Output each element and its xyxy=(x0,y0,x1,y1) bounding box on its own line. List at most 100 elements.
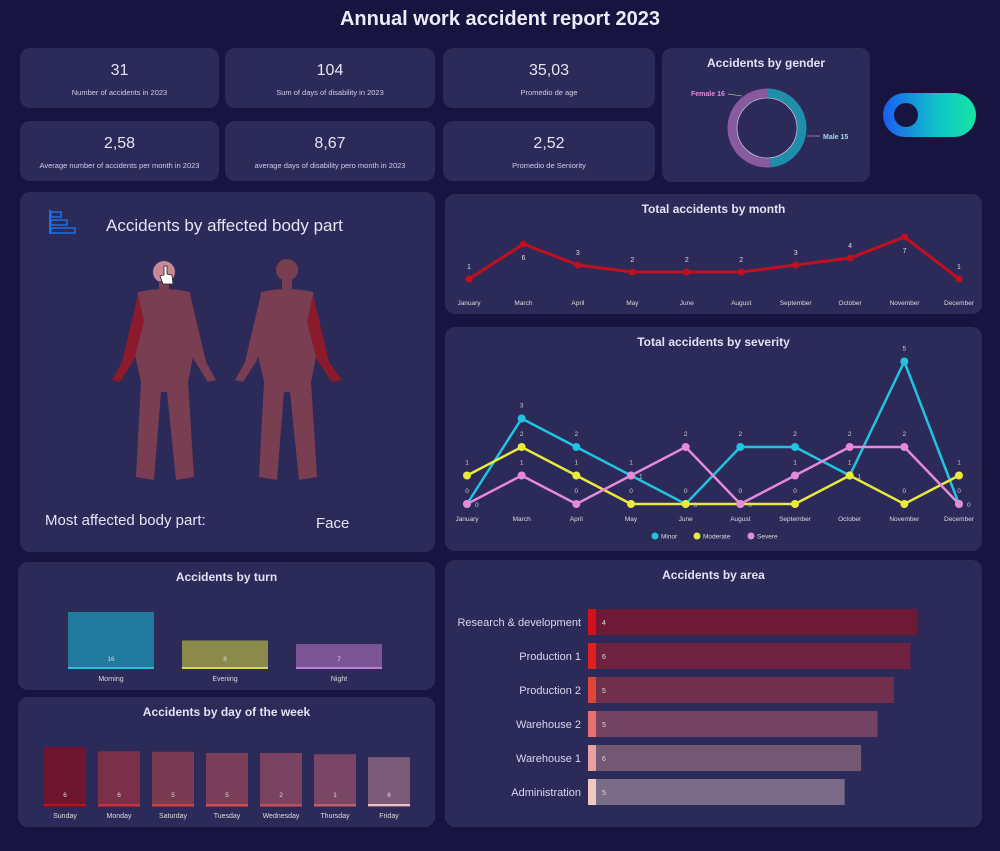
area-bar[interactable] xyxy=(588,779,845,805)
severity-point-minor[interactable] xyxy=(572,443,581,451)
month-point[interactable] xyxy=(465,275,473,283)
month-point[interactable] xyxy=(683,268,691,276)
day-bar[interactable] xyxy=(314,754,356,807)
area-category-label: Warehouse 2 xyxy=(516,719,581,731)
legend-marker-moderate xyxy=(693,532,701,540)
severity-point-minor[interactable] xyxy=(736,443,745,451)
severity-tick-label: June xyxy=(679,516,693,523)
day-tick-label: Saturday xyxy=(159,813,188,820)
area-bar[interactable] xyxy=(588,711,878,737)
severity-point-severe[interactable] xyxy=(627,471,635,480)
donut-slice-female[interactable] xyxy=(727,88,807,168)
severity-point-severe[interactable] xyxy=(900,443,909,451)
day-bar[interactable] xyxy=(152,751,194,807)
severity-point-severe[interactable] xyxy=(681,443,690,451)
severity-point-severe[interactable] xyxy=(463,500,471,508)
severity-point-severe[interactable] xyxy=(736,500,745,508)
turn-tick-label: Night xyxy=(331,676,347,683)
area-panel: Accidents by area 4 Research & developmen… xyxy=(445,560,982,827)
turn-data-label: 16 xyxy=(107,656,115,663)
month-point[interactable] xyxy=(901,233,909,241)
kpi-value: 2,58 xyxy=(103,135,136,152)
kpi-label: Promedio de age xyxy=(520,88,578,97)
kpi-label: Number of accidents in 2023 xyxy=(71,88,168,97)
area-bar[interactable] xyxy=(588,643,911,669)
month-data-label: 1 xyxy=(957,264,961,271)
month-data-label: 6 xyxy=(521,255,525,262)
area-category-label: Warehouse 1 xyxy=(516,753,581,765)
turn-bar[interactable] xyxy=(182,640,268,670)
severity-point-moderate[interactable] xyxy=(955,471,963,480)
severity-point-severe[interactable] xyxy=(955,500,963,508)
severity-point-severe[interactable] xyxy=(845,443,854,451)
area-category-label: Production 1 xyxy=(519,651,581,663)
body-back-figure[interactable] xyxy=(235,259,342,480)
severity-point-moderate[interactable] xyxy=(463,471,471,480)
area-bar[interactable] xyxy=(588,609,917,635)
area-data-label: 5 xyxy=(602,790,606,797)
body-part-arm-right[interactable] xyxy=(112,294,144,382)
month-point[interactable] xyxy=(737,268,745,276)
severity-line-moderate xyxy=(466,445,960,506)
month-point[interactable] xyxy=(955,275,963,283)
month-tick-label: December xyxy=(944,300,975,307)
toggle-knob xyxy=(894,103,918,127)
day-bar[interactable] xyxy=(260,753,302,807)
area-bar[interactable] xyxy=(588,745,862,771)
severity-tick-label: November xyxy=(889,516,920,523)
severity-data-label: 1 xyxy=(858,474,862,481)
severity-tick-label: October xyxy=(838,516,862,523)
severity-point-severe[interactable] xyxy=(572,500,581,508)
severity-point-moderate[interactable] xyxy=(681,500,690,508)
area-bar-accent xyxy=(588,779,596,805)
turn-panel: Accidents by turn 16 Morning 8 Evening 7 Nigh… xyxy=(18,562,435,690)
severity-point-moderate[interactable] xyxy=(517,443,526,451)
severity-data-label: 1 xyxy=(575,460,579,467)
legend-label: Minor xyxy=(661,534,678,541)
severity-title: Total accidents by severity xyxy=(637,335,790,349)
severity-point-minor[interactable] xyxy=(791,443,799,451)
severity-point-severe[interactable] xyxy=(517,471,526,480)
body-part-arm-back[interactable] xyxy=(307,294,342,382)
month-data-label: 2 xyxy=(739,257,743,264)
body-front-figure[interactable] xyxy=(112,261,216,480)
severity-point-moderate[interactable] xyxy=(900,500,909,508)
month-point[interactable] xyxy=(574,261,582,269)
month-data-label: 2 xyxy=(630,257,634,264)
kpi-value: 8,67 xyxy=(314,135,346,152)
turn-bar[interactable] xyxy=(296,644,382,669)
severity-tick-label: August xyxy=(730,516,750,523)
day-data-label: 2 xyxy=(279,792,283,799)
severity-data-label: 0 xyxy=(739,488,743,495)
month-point[interactable] xyxy=(792,261,800,269)
severity-data-label: 2 xyxy=(848,431,852,438)
severity-point-minor[interactable] xyxy=(517,414,526,423)
day-bar[interactable] xyxy=(44,747,86,807)
month-point[interactable] xyxy=(628,268,636,276)
day-bar[interactable] xyxy=(368,757,410,807)
severity-point-moderate[interactable] xyxy=(572,471,581,480)
hand-cursor-icon xyxy=(159,265,174,285)
day-bar[interactable] xyxy=(206,753,248,807)
severity-point-moderate[interactable] xyxy=(627,500,635,508)
area-bar[interactable] xyxy=(588,677,894,703)
severity-point-moderate[interactable] xyxy=(791,500,799,508)
day-bar[interactable] xyxy=(98,751,140,807)
bar-chart-icon[interactable] xyxy=(47,208,77,236)
month-point[interactable] xyxy=(846,254,854,262)
turn-bar[interactable] xyxy=(68,612,154,669)
severity-line-severe xyxy=(466,445,960,506)
severity-tick-label: March xyxy=(513,516,531,523)
day-data-label: 6 xyxy=(63,792,67,799)
severity-point-moderate[interactable] xyxy=(845,471,854,480)
month-point[interactable] xyxy=(519,240,527,248)
area-category-label: Production 2 xyxy=(519,685,581,697)
month-data-label: 2 xyxy=(685,257,689,264)
donut-inner-ring xyxy=(736,97,798,159)
legend-marker-severe xyxy=(747,532,755,540)
month-data-label: 4 xyxy=(848,243,852,250)
severity-point-severe[interactable] xyxy=(791,471,799,480)
severity-point-minor[interactable] xyxy=(900,357,909,366)
theme-toggle[interactable] xyxy=(883,93,976,137)
severity-tick-label: December xyxy=(944,516,975,523)
